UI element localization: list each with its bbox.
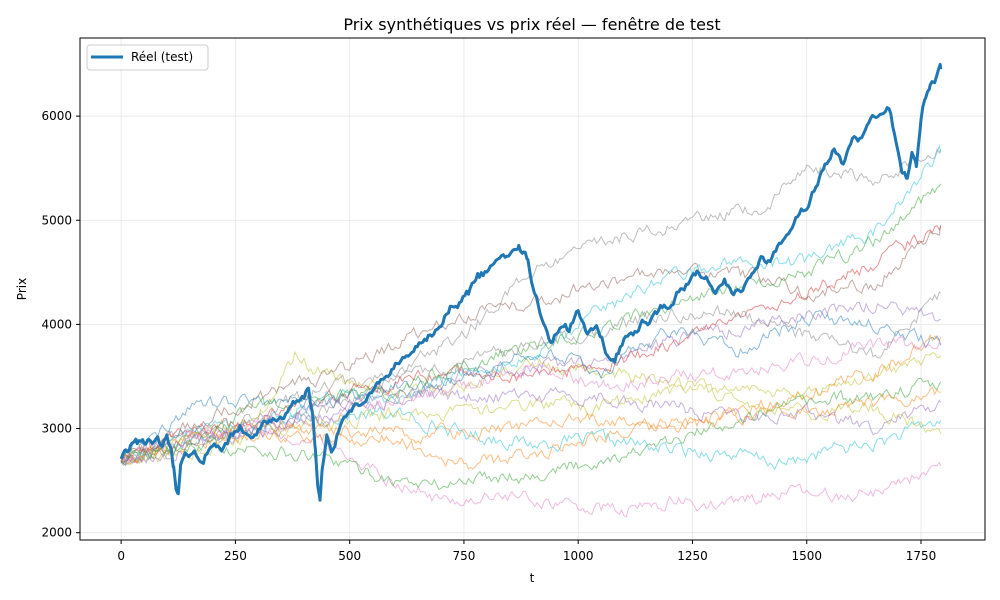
synthetic-series-line — [120, 350, 942, 465]
synthetic-series-line — [120, 425, 942, 518]
synthetic-series-line — [120, 310, 942, 465]
legend-box — [86, 44, 209, 71]
synthetic-series-line — [120, 377, 942, 491]
x-tick-label: 1500 — [791, 549, 822, 563]
synthetic-series-line — [120, 333, 942, 470]
axis-ticks: 0 250 500 750 1000 1250 1500 1750 2000 3000 4000 50… — [41, 109, 936, 563]
synthetic-series-line — [120, 183, 942, 462]
synthetic-series-line — [120, 144, 942, 462]
y-tick-label: 4000 — [41, 317, 72, 331]
x-tick-label: 750 — [452, 549, 475, 563]
synthetic-series-line — [120, 148, 942, 467]
x-tick-label: 1000 — [563, 549, 594, 563]
x-axis-label: t — [530, 571, 535, 585]
grid — [80, 38, 985, 540]
plot-frame — [79, 37, 986, 541]
x-tick-label: 500 — [338, 549, 361, 563]
y-tick-label: 5000 — [41, 213, 72, 227]
legend: Réel (test) — [86, 44, 209, 71]
synthetic-series-line — [120, 300, 941, 466]
synthetic-series-line — [120, 335, 942, 466]
x-tick-label: 1750 — [906, 549, 937, 563]
legend-label-real: Réel (test) — [131, 50, 193, 64]
y-tick-label: 2000 — [41, 526, 72, 540]
series-layer — [119, 62, 943, 518]
y-tick-label: 6000 — [41, 109, 72, 123]
x-tick-label: 1250 — [677, 549, 708, 563]
synthetic-series-line — [120, 386, 941, 463]
x-tick-label: 0 — [117, 549, 125, 563]
chart-title: Prix synthétiques vs prix réel — fenêtre… — [343, 15, 720, 34]
synthetic-series-line — [120, 291, 942, 465]
y-tick-label: 3000 — [41, 422, 72, 436]
real-series-line — [119, 62, 943, 502]
y-axis-label: Prix — [15, 278, 29, 300]
x-tick-label: 250 — [224, 549, 247, 563]
